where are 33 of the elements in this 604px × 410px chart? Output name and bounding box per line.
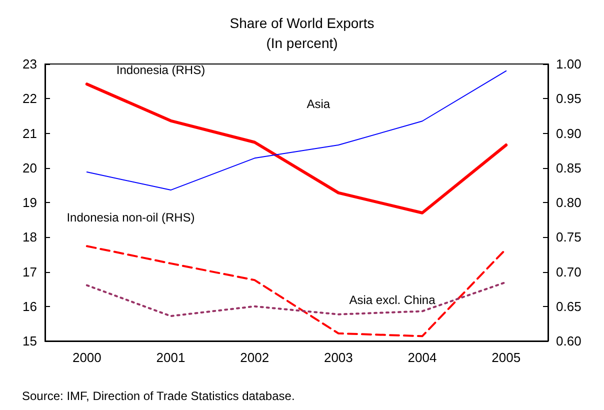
x-tick-label: 2002 — [240, 350, 270, 365]
series-label: Asia excl. China — [349, 293, 436, 308]
x-tick-label: 2005 — [492, 350, 521, 365]
y-tick-label: 20 — [22, 160, 37, 176]
y-tick-label: 23 — [22, 56, 37, 72]
y-tick-label: 18 — [22, 230, 37, 245]
y-tick-label: 19 — [22, 195, 37, 210]
text: Asia — [306, 97, 330, 112]
y-tick-label: 15 — [22, 334, 37, 348]
y2-tick-label: 1.00 — [556, 56, 582, 72]
y2-tick-label: 0.85 — [556, 160, 582, 176]
y2-tick-label: 0.80 — [556, 195, 582, 210]
y2-tick-label: 0.90 — [556, 126, 582, 141]
y-tick-label: 21 — [22, 126, 37, 141]
x-tick-label: 2003 — [324, 350, 353, 365]
text: Indonesia non-oil (RHS) — [66, 210, 195, 224]
y-tick-label: 16 — [22, 298, 37, 314]
y-tick-label: 17 — [22, 264, 37, 280]
y2-tick-label: 0.70 — [556, 264, 582, 280]
x-tick-label: 2001 — [156, 350, 186, 365]
chart-title: Share of World Exports — [230, 15, 374, 31]
y2-tick-label: 0.65 — [556, 298, 582, 314]
line-series — [85, 82, 508, 214]
series-label: Indonesia (RHS) — [116, 62, 206, 77]
y2-tick-label: 0.75 — [556, 230, 582, 245]
x-tick-label: 2000 — [72, 350, 102, 365]
source-note: Source: IMF, Direction of Trade Statistics database. — [22, 389, 295, 403]
y-tick-label: 22 — [22, 91, 37, 106]
line-series — [86, 281, 508, 318]
chart-subtitle: (In percent) — [266, 35, 338, 51]
y2-tick-label: 0.95 — [556, 91, 582, 106]
x-tick-label: 2004 — [408, 350, 437, 365]
y2-tick-label: 0.60 — [556, 334, 582, 348]
